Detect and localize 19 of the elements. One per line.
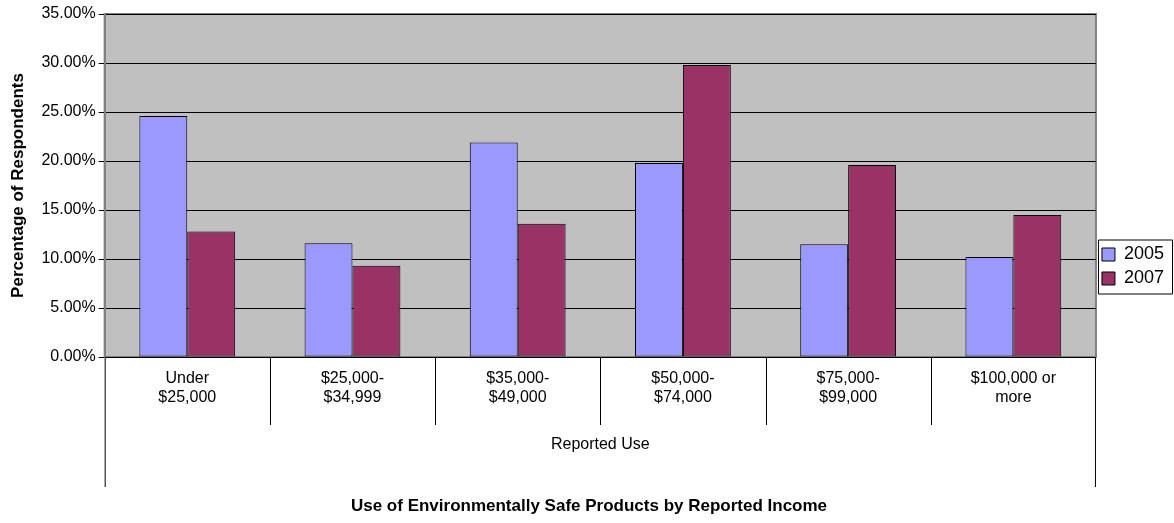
text: Use of Environmentally Safe Products by Reported Income	[350, 496, 828, 516]
legend-label: 2005	[1123, 243, 1164, 264]
legend-label: 2007	[1123, 267, 1164, 288]
y-tick-label: 0.00%	[50, 347, 96, 365]
y-tick-label: 30.00%	[41, 53, 96, 71]
x-tick-label: $50,000-$74,000	[651, 369, 715, 406]
y-tick-label: 20.00%	[41, 151, 96, 169]
x-tick-label: $100,000 or more	[970, 369, 1057, 406]
y-tick-label: 5.00%	[50, 298, 96, 316]
y-tick-label: 25.00%	[41, 102, 96, 120]
x-axis-title: Reported Use	[550, 435, 650, 453]
y-tick-label: 15.00%	[41, 200, 96, 218]
y-axis-title: Percentage of Respondents	[7, 73, 27, 298]
y-tick-label: 35.00%	[41, 4, 96, 22]
x-tick-label: $75,000-$99,000	[816, 369, 880, 406]
y-tick-label: 10.00%	[41, 249, 96, 267]
x-tick-label: Under $25,000	[158, 369, 217, 406]
x-tick-label: $35,000-$49,000	[486, 369, 550, 406]
x-tick-label: $25,000-$34,999	[320, 369, 385, 406]
